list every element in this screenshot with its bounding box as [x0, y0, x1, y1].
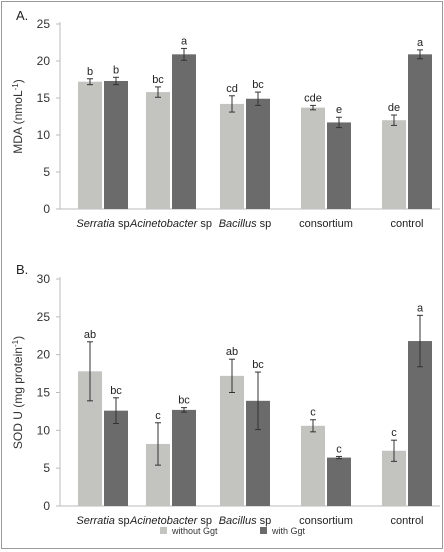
significance-letter: c	[155, 410, 161, 422]
category-label: consortium	[299, 515, 353, 527]
y-tick-label: 10	[37, 128, 51, 142]
bar-with-ggt	[172, 409, 196, 506]
y-tick-label: 0	[43, 202, 50, 216]
category-label: Acinetobacter sp	[129, 515, 212, 527]
significance-letter: ab	[84, 329, 96, 341]
significance-letter: c	[310, 407, 316, 419]
bar-without-ggt	[220, 103, 244, 209]
legend-label: without Ggt	[171, 526, 218, 536]
significance-letter: a	[417, 302, 424, 314]
significance-letter: b	[87, 66, 93, 78]
legend-label: with Ggt	[271, 526, 306, 536]
bar-without-ggt	[382, 120, 406, 209]
panel-b: B. 0 5 10 15 20 25 30 SOD U (mg protein-1) ab bc Se…	[11, 262, 440, 527]
y-tick-label: 20	[37, 348, 51, 362]
significance-letter: a	[181, 35, 188, 47]
category-label: Acinetobacter sp	[129, 218, 212, 230]
y-tick-label: 0	[43, 499, 50, 513]
panel-label: A.	[16, 8, 28, 23]
bar-without-ggt	[301, 107, 325, 209]
legend-swatch	[260, 527, 267, 534]
category-label: control	[390, 515, 423, 527]
significance-letter: ab	[226, 346, 238, 358]
y-tick-label: 20	[37, 54, 51, 68]
y-tick-label: 5	[43, 165, 50, 179]
significance-letter: bc	[178, 395, 190, 407]
y-tick-label: 15	[37, 386, 51, 400]
bar-with-ggt	[172, 54, 196, 210]
bar-without-ggt	[78, 81, 102, 209]
category-label: Serratia sp	[76, 218, 129, 230]
y-tick-label: 30	[37, 272, 51, 286]
significance-letter: cd	[226, 83, 238, 95]
category-label: control	[390, 218, 423, 230]
category-label: consortium	[299, 218, 353, 230]
significance-letter: bc	[252, 359, 264, 371]
significance-letter: c	[336, 443, 342, 455]
category-label: Serratia sp	[76, 515, 129, 527]
bar-with-ggt	[104, 80, 128, 209]
bar-with-ggt	[327, 122, 351, 209]
significance-letter: de	[388, 102, 400, 114]
significance-letter: c	[391, 427, 397, 439]
panel-label: B.	[16, 262, 28, 277]
significance-letter: bc	[110, 385, 122, 397]
y-tick-label: 25	[37, 17, 51, 31]
significance-letter: cde	[304, 92, 322, 104]
significance-letter: a	[417, 37, 424, 49]
legend-swatch	[160, 527, 167, 534]
y-axis-label: MDA (nmoL-1)	[11, 79, 26, 153]
y-tick-label: 10	[37, 423, 51, 437]
y-tick-label: 25	[37, 310, 51, 324]
bar-without-ggt	[301, 425, 325, 506]
bar-with-ggt	[104, 410, 128, 506]
significance-letter: e	[336, 104, 342, 116]
significance-letter: bc	[252, 79, 264, 91]
bar-without-ggt	[220, 375, 244, 506]
bar-without-ggt	[146, 92, 170, 209]
bar-with-ggt	[408, 54, 432, 210]
legend: without Ggt with Ggt	[160, 526, 306, 536]
panel-a: A. 0 5 10 15 20 25 MDA (nmoL-1) b b Serratia sp bc a…	[11, 8, 440, 230]
significance-letter: b	[113, 64, 119, 76]
category-label: Bacillus sp	[219, 515, 272, 527]
significance-letter: bc	[152, 74, 164, 86]
bar-with-ggt	[327, 457, 351, 506]
y-tick-label: 5	[43, 461, 50, 475]
bar-with-ggt	[246, 98, 270, 209]
y-axis-label: SOD U (mg protein-1)	[11, 336, 26, 449]
category-label: Bacillus sp	[219, 218, 272, 230]
y-tick-label: 15	[37, 91, 51, 105]
bar-with-ggt	[408, 341, 432, 506]
